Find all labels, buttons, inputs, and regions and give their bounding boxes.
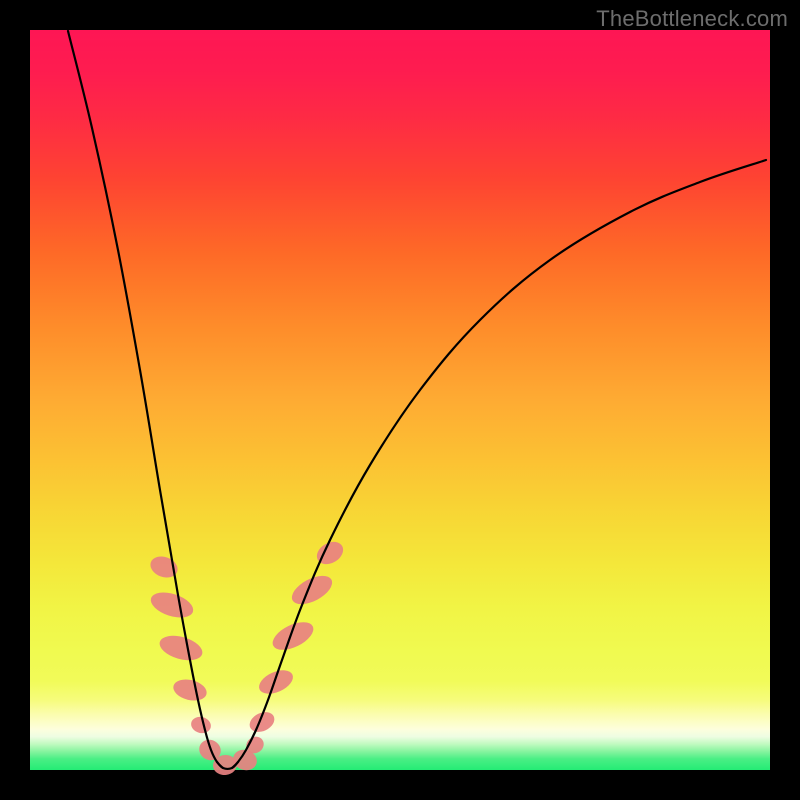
- curve-left-branch: [68, 31, 223, 768]
- curve-marker: [171, 676, 209, 704]
- curve-right-branch: [232, 160, 766, 768]
- curve-marker: [268, 616, 317, 655]
- curve-marker: [157, 631, 205, 664]
- curve-marker: [148, 588, 197, 623]
- curve-marker: [255, 666, 296, 699]
- curve-markers: [147, 537, 347, 776]
- chart-svg: [0, 0, 800, 800]
- watermark-text: TheBottleneck.com: [596, 6, 788, 32]
- curve-marker: [287, 570, 336, 610]
- curve-marker: [246, 708, 277, 736]
